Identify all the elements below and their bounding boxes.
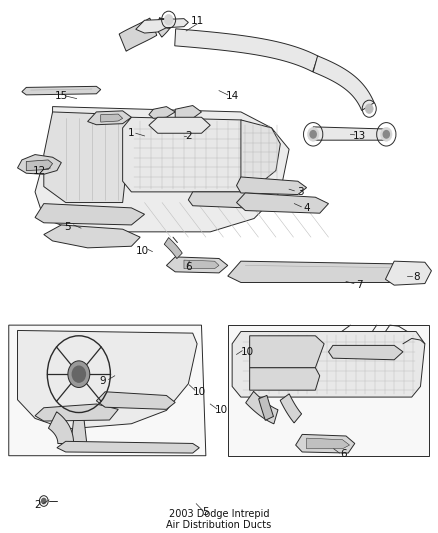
Polygon shape [188, 192, 250, 208]
Polygon shape [241, 120, 280, 189]
Polygon shape [22, 86, 101, 95]
Text: 6: 6 [185, 262, 192, 271]
Polygon shape [119, 18, 157, 51]
Text: 1: 1 [128, 128, 135, 138]
Text: 12: 12 [33, 166, 46, 175]
Polygon shape [175, 106, 201, 118]
Polygon shape [237, 193, 328, 213]
Polygon shape [237, 177, 307, 195]
Polygon shape [88, 111, 131, 125]
Polygon shape [313, 56, 374, 110]
Polygon shape [136, 19, 188, 33]
Polygon shape [228, 261, 407, 282]
Polygon shape [96, 392, 175, 409]
Polygon shape [35, 107, 289, 232]
Text: 10: 10 [241, 347, 254, 357]
Polygon shape [250, 336, 324, 368]
Polygon shape [280, 394, 302, 423]
Text: 2: 2 [185, 131, 192, 141]
Circle shape [72, 366, 85, 382]
Circle shape [383, 131, 389, 138]
Text: 5: 5 [64, 222, 71, 231]
Text: 13: 13 [353, 131, 366, 141]
Polygon shape [296, 434, 355, 453]
Polygon shape [246, 391, 278, 424]
Polygon shape [328, 345, 403, 360]
Text: 4: 4 [303, 203, 310, 213]
Polygon shape [313, 127, 386, 140]
Text: 14: 14 [226, 91, 239, 101]
Polygon shape [101, 114, 123, 122]
Polygon shape [175, 29, 318, 72]
Polygon shape [35, 204, 145, 225]
Polygon shape [57, 441, 199, 453]
Polygon shape [18, 155, 61, 174]
Polygon shape [228, 325, 429, 456]
Text: 5: 5 [202, 507, 209, 516]
Text: 3: 3 [297, 187, 304, 197]
Polygon shape [259, 395, 273, 421]
Polygon shape [123, 117, 272, 192]
Polygon shape [35, 404, 118, 421]
Polygon shape [184, 260, 219, 269]
Polygon shape [26, 160, 53, 171]
Circle shape [42, 498, 46, 504]
Text: 6: 6 [340, 449, 347, 459]
Circle shape [310, 131, 316, 138]
Polygon shape [232, 332, 425, 397]
Text: 15: 15 [55, 91, 68, 101]
Text: 7: 7 [356, 280, 363, 290]
Circle shape [307, 127, 319, 141]
Polygon shape [49, 412, 74, 443]
Text: 9: 9 [99, 376, 106, 386]
Polygon shape [166, 257, 228, 273]
Circle shape [365, 104, 373, 114]
Polygon shape [385, 261, 431, 285]
Polygon shape [149, 117, 210, 133]
Polygon shape [149, 107, 175, 118]
Polygon shape [307, 438, 350, 449]
Text: 8: 8 [413, 272, 420, 282]
Polygon shape [164, 238, 182, 259]
Circle shape [164, 14, 173, 25]
Text: 2003 Dodge Intrepid
Air Distribution Ducts: 2003 Dodge Intrepid Air Distribution Duc… [166, 508, 272, 530]
Circle shape [68, 361, 90, 387]
Polygon shape [18, 330, 197, 429]
Polygon shape [44, 112, 131, 203]
Text: 10: 10 [136, 246, 149, 255]
Polygon shape [154, 18, 173, 37]
Text: 11: 11 [191, 17, 204, 26]
Polygon shape [9, 325, 206, 456]
Text: 10: 10 [193, 387, 206, 397]
Text: 2: 2 [34, 500, 41, 510]
Polygon shape [44, 225, 140, 248]
Circle shape [381, 127, 392, 141]
Polygon shape [70, 413, 88, 450]
Text: 10: 10 [215, 406, 228, 415]
Polygon shape [250, 368, 320, 390]
